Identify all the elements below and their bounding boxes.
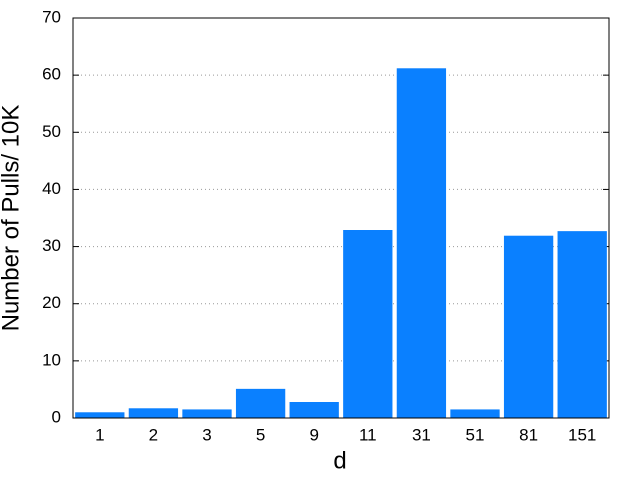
- x-tick-label: 1: [95, 425, 104, 444]
- bar: [75, 412, 125, 418]
- bar: [396, 68, 447, 419]
- x-axis-label: d: [333, 447, 346, 474]
- y-tick-label: 20: [42, 293, 61, 312]
- bar: [128, 408, 179, 418]
- x-tick-label: 51: [466, 425, 485, 444]
- x-tick-label: 2: [149, 425, 158, 444]
- y-tick-label: 60: [42, 65, 61, 84]
- x-tick-label: 81: [519, 425, 538, 444]
- x-tick-label: 151: [568, 425, 596, 444]
- bar: [503, 235, 554, 418]
- y-tick-label: 10: [42, 350, 61, 369]
- y-axis-label: Number of Pulls/ 10K: [0, 105, 24, 332]
- bar: [343, 230, 393, 418]
- x-tick-label: 11: [359, 425, 377, 444]
- bar: [289, 402, 339, 418]
- bar: [557, 231, 607, 418]
- x-tick-label: 31: [412, 425, 431, 444]
- y-tick-label: 70: [42, 7, 61, 26]
- bar: [235, 388, 286, 418]
- x-tick-label: 3: [202, 425, 211, 444]
- x-tick-label: 9: [309, 425, 318, 444]
- y-tick-label: 50: [42, 122, 61, 141]
- bar: [182, 409, 232, 418]
- y-tick-label: 0: [52, 407, 61, 426]
- y-tick-label: 40: [42, 179, 61, 198]
- bar: [450, 409, 500, 418]
- plot-frame: [72, 17, 610, 419]
- y-tick-label: 30: [42, 236, 61, 255]
- x-tick-label: 5: [256, 425, 265, 444]
